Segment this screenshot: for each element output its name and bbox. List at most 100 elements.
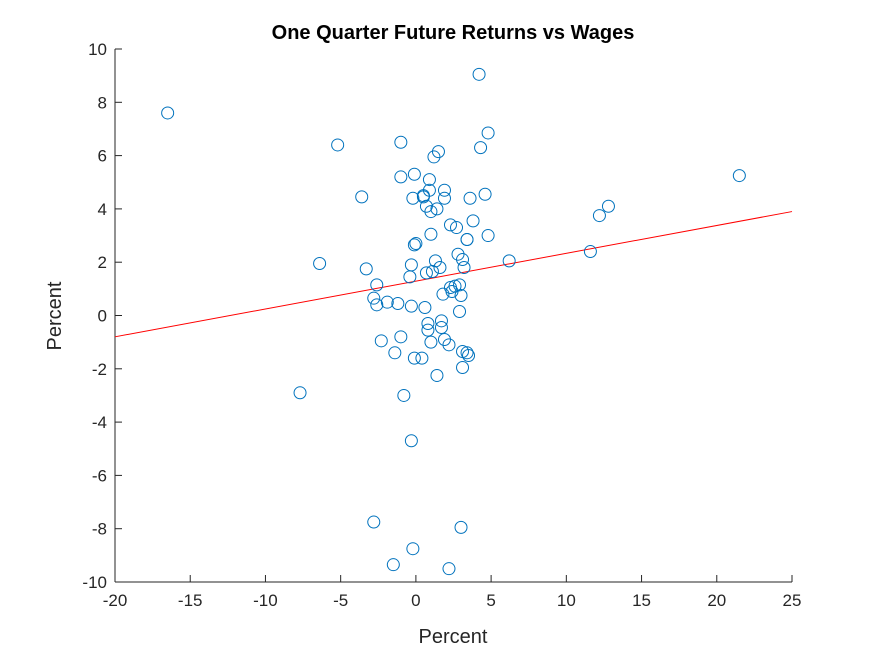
- data-point: [419, 266, 433, 280]
- data-point: [424, 227, 438, 241]
- x-tick-label: -10: [253, 591, 278, 610]
- data-point: [437, 191, 451, 205]
- data-point: [443, 218, 457, 232]
- data-point: [394, 170, 408, 184]
- data-point: [442, 562, 456, 576]
- data-point: [331, 138, 345, 152]
- y-tick-label: -10: [82, 573, 107, 592]
- data-point: [386, 558, 400, 572]
- y-tick-label: 6: [98, 147, 107, 166]
- fit-line-group: [114, 211, 793, 338]
- x-axis-label: Percent: [419, 626, 488, 648]
- data-point: [732, 169, 746, 183]
- fit-line: [114, 211, 793, 338]
- x-tick-label: -20: [103, 591, 128, 610]
- data-point: [407, 351, 421, 365]
- data-point: [421, 323, 435, 337]
- x-tick-label: 20: [707, 591, 726, 610]
- y-tick-label: 2: [98, 253, 107, 272]
- data-point: [406, 542, 420, 556]
- data-point: [442, 338, 456, 352]
- y-axis-label: Percent: [44, 281, 66, 350]
- data-point: [407, 167, 421, 181]
- data-point: [445, 285, 459, 299]
- data-point: [421, 316, 435, 330]
- data-point: [409, 237, 423, 251]
- data-point: [478, 187, 492, 201]
- data-point: [397, 388, 411, 402]
- data-point: [404, 434, 418, 448]
- x-tick-label: 15: [632, 591, 651, 610]
- data-point: [481, 126, 495, 140]
- data-point: [404, 299, 418, 313]
- x-tick-label: 0: [411, 591, 420, 610]
- data-point: [374, 334, 388, 348]
- data-point: [416, 189, 430, 203]
- data-point: [427, 150, 441, 164]
- data-point: [394, 135, 408, 149]
- data-point: [407, 238, 421, 252]
- data-point: [451, 247, 465, 261]
- data-point: [601, 199, 615, 213]
- data-point: [436, 287, 450, 301]
- data-point: [424, 205, 438, 219]
- data-point: [370, 298, 384, 312]
- data-points: [161, 67, 746, 576]
- data-point: [424, 335, 438, 349]
- x-tick-label: -5: [333, 591, 348, 610]
- data-point: [404, 258, 418, 272]
- data-point: [367, 291, 381, 305]
- data-point: [456, 360, 470, 374]
- data-point: [313, 257, 327, 271]
- plot-area: [114, 49, 792, 583]
- data-point: [430, 202, 444, 216]
- data-point: [437, 183, 451, 197]
- data-point: [161, 106, 175, 120]
- data-point: [422, 173, 436, 187]
- data-point: [592, 209, 606, 223]
- data-point: [415, 351, 429, 365]
- data-point: [293, 386, 307, 400]
- data-point: [434, 314, 448, 328]
- data-point: [450, 221, 464, 235]
- x-tick-label: 10: [557, 591, 576, 610]
- y-tick-label: -6: [92, 466, 107, 485]
- data-point: [425, 265, 439, 279]
- data-point: [394, 330, 408, 344]
- data-point: [457, 261, 471, 275]
- data-point: [472, 67, 486, 81]
- y-tick-label: -2: [92, 360, 107, 379]
- y-tick-label: -4: [92, 413, 107, 432]
- data-point: [454, 289, 468, 303]
- x-tick-label: -15: [178, 591, 203, 610]
- data-point: [428, 254, 442, 268]
- data-point: [437, 332, 451, 346]
- data-point: [367, 515, 381, 529]
- data-point: [355, 190, 369, 204]
- y-tick-label: -8: [92, 520, 107, 539]
- data-point: [434, 320, 448, 334]
- data-point: [388, 346, 402, 360]
- data-point: [474, 141, 488, 155]
- data-point: [418, 301, 432, 315]
- data-point: [431, 145, 445, 159]
- data-point: [463, 191, 477, 205]
- data-point: [403, 270, 417, 284]
- data-point: [481, 229, 495, 243]
- data-point: [454, 520, 468, 534]
- data-point: [453, 305, 467, 319]
- y-tick-label: 4: [98, 200, 107, 219]
- data-point: [502, 254, 516, 268]
- data-point: [391, 297, 405, 311]
- y-tick-label: 8: [98, 93, 107, 112]
- data-point: [433, 261, 447, 275]
- data-point: [359, 262, 373, 276]
- chart-title: One Quarter Future Returns vs Wages: [272, 22, 635, 44]
- data-point: [456, 253, 470, 267]
- data-point: [460, 233, 474, 247]
- data-point: [583, 245, 597, 259]
- y-tick-label: 0: [98, 307, 107, 326]
- data-point: [462, 348, 476, 362]
